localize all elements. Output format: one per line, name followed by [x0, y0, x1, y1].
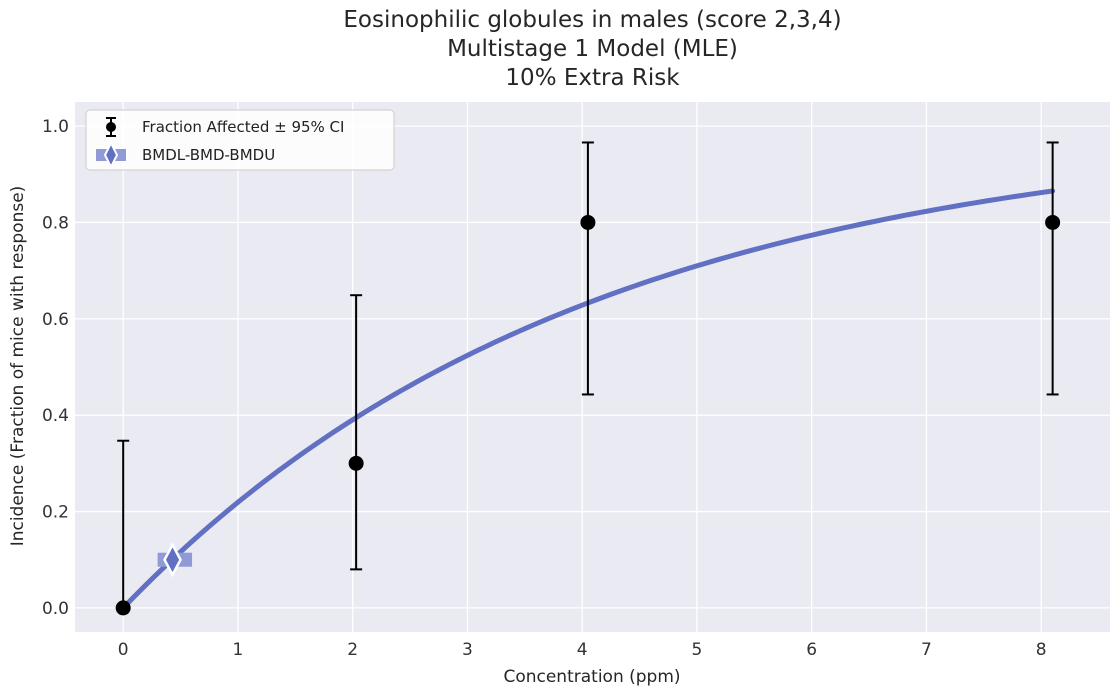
- data-point: [348, 455, 364, 471]
- legend: Fraction Affected ± 95% CI BMDL-BMD-BMDU: [85, 109, 395, 171]
- y-tick-label: 0.6: [42, 310, 69, 330]
- x-tick-label: 3: [462, 640, 473, 660]
- grid-lines: [75, 102, 1110, 632]
- x-tick-label: 2: [347, 640, 358, 660]
- title-line-3: 10% Extra Risk: [505, 65, 680, 91]
- x-tick-label: 7: [921, 640, 932, 660]
- x-tick-label: 4: [577, 640, 588, 660]
- x-tick-label: 0: [118, 640, 129, 660]
- plot-area: [75, 102, 1110, 632]
- y-tick-label: 1.0: [42, 117, 69, 137]
- legend-marker-observed: [106, 117, 116, 137]
- y-tick-label: 0.4: [42, 406, 69, 426]
- legend-bmd-diamond: [103, 140, 119, 170]
- y-tick-label: 0.0: [42, 599, 69, 619]
- y-tick-label: 0.8: [42, 213, 69, 233]
- legend-label-observed: Fraction Affected ± 95% CI: [142, 118, 344, 136]
- bmd-diamond-marker: [163, 542, 182, 578]
- x-ticks: 0 1 2 3 4 5 6 7 8: [118, 640, 1047, 660]
- x-tick-label: 6: [806, 640, 817, 660]
- x-axis-label: Concentration (ppm): [503, 667, 680, 687]
- y-ticks: 0.0 0.2 0.4 0.6 0.8 1.0: [42, 117, 69, 619]
- bmd-layer: [157, 542, 193, 578]
- x-tick-label: 5: [692, 640, 703, 660]
- legend-box: [85, 109, 395, 171]
- chart-title: Eosinophilic globules in males (score 2,…: [75, 6, 1110, 93]
- legend-marker-bmd: [96, 140, 126, 170]
- data-point: [115, 600, 131, 616]
- data-point: [580, 214, 596, 230]
- y-axis-label: Incidence (Fraction of mice with respons…: [8, 186, 28, 547]
- legend-point: [106, 122, 116, 132]
- title-line-2: Multistage 1 Model (MLE): [447, 36, 738, 62]
- legend-label-bmd: BMDL-BMD-BMDU: [142, 146, 275, 164]
- data-points-layer: [115, 141, 1061, 616]
- title-line-1: Eosinophilic globules in males (score 2,…: [343, 7, 842, 33]
- y-tick-label: 0.2: [42, 503, 69, 523]
- x-tick-label: 8: [1036, 640, 1047, 660]
- data-point: [1045, 214, 1061, 230]
- x-tick-label: 1: [233, 640, 244, 660]
